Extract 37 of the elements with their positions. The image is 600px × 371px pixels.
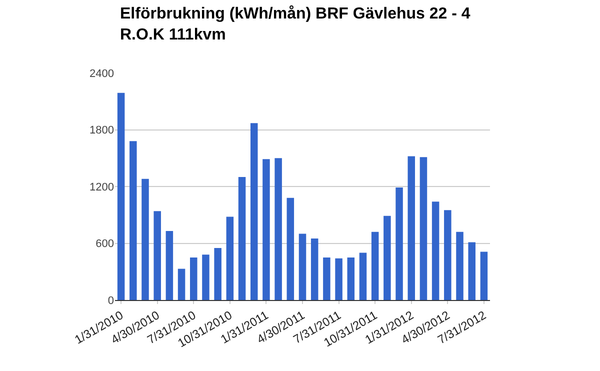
bar [468, 242, 476, 300]
y-tick-label: 1200 [90, 181, 114, 194]
y-tick-label: 1800 [90, 124, 114, 137]
bar [238, 177, 246, 300]
y-tick-label: 600 [96, 238, 114, 250]
bar [226, 216, 234, 300]
bar [456, 232, 464, 300]
bar [396, 187, 403, 300]
bar [420, 157, 428, 300]
bar [310, 238, 318, 300]
bar [250, 123, 258, 300]
bar [202, 254, 210, 300]
bar [323, 257, 330, 300]
bar [166, 230, 174, 300]
bar [347, 257, 355, 300]
bar [335, 258, 342, 300]
y-tick-label: 0 [108, 294, 114, 307]
bar [117, 92, 125, 300]
bar [408, 156, 415, 300]
bar [286, 198, 294, 300]
bar [444, 210, 452, 300]
bar [154, 211, 161, 300]
bar [142, 178, 149, 300]
bar [432, 202, 440, 300]
bar [298, 234, 306, 300]
bar [214, 248, 222, 300]
bar [130, 141, 137, 300]
bar [371, 232, 379, 300]
bar [384, 216, 391, 300]
bar [480, 252, 488, 300]
chart-title: Elförbrukning (kWh/mån) BRF Gävlehus 22 - 4 R.O.K 111kvm [120, 4, 470, 44]
y-tick-label: 2400 [90, 68, 114, 80]
bar [178, 268, 186, 300]
bar [274, 158, 282, 300]
bar [359, 252, 367, 300]
bar [262, 159, 270, 300]
bar [190, 257, 198, 300]
